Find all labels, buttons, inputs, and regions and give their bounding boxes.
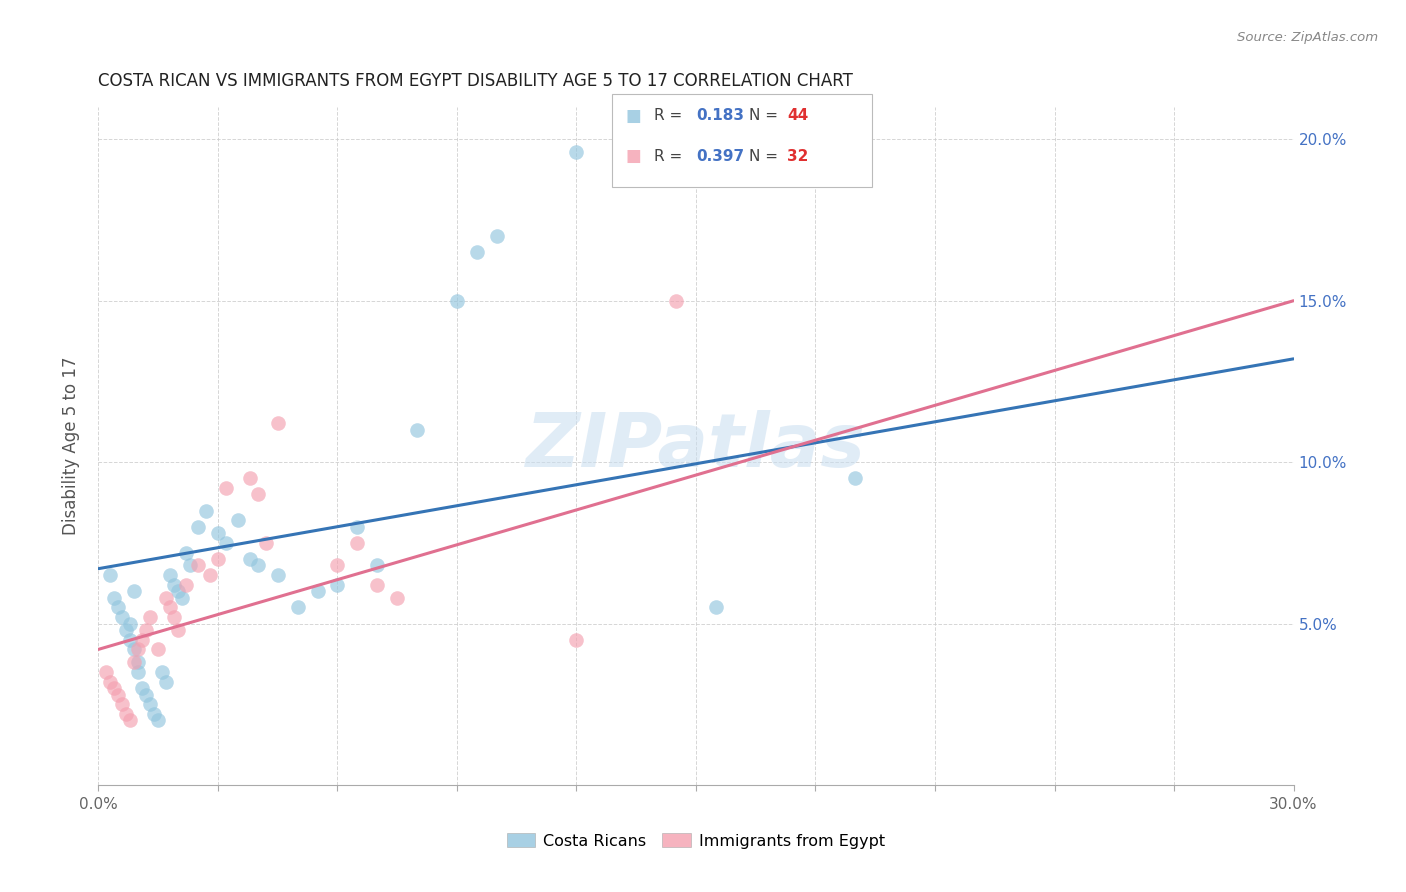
Point [207, 552, 229, 566]
Text: ■: ■ [626, 107, 641, 125]
Point [198, 568, 221, 582]
Point [287, 600, 309, 615]
Text: Source: ZipAtlas.com: Source: ZipAtlas.com [1237, 31, 1378, 45]
Point [111, 610, 134, 624]
Text: R =: R = [654, 149, 688, 163]
Point [565, 632, 588, 647]
Point [98, 674, 122, 689]
Point [103, 591, 125, 605]
Point [163, 578, 186, 592]
Point [485, 229, 508, 244]
Text: N =: N = [749, 149, 783, 163]
Point [844, 471, 866, 485]
Point [120, 714, 142, 728]
Point [226, 513, 249, 527]
Text: 44: 44 [787, 109, 808, 123]
Text: ■: ■ [626, 147, 641, 165]
Point [139, 698, 162, 712]
Point [127, 655, 149, 669]
Text: COSTA RICAN VS IMMIGRANTS FROM EGYPT DISABILITY AGE 5 TO 17 CORRELATION CHART: COSTA RICAN VS IMMIGRANTS FROM EGYPT DIS… [98, 72, 853, 90]
Point [366, 578, 388, 592]
Point [465, 245, 488, 260]
Point [346, 519, 368, 533]
Point [150, 665, 173, 679]
Point [195, 503, 218, 517]
Point [163, 610, 186, 624]
Point [120, 632, 142, 647]
Point [155, 674, 177, 689]
Legend: Costa Ricans, Immigrants from Egypt: Costa Ricans, Immigrants from Egypt [501, 827, 891, 855]
Text: 0.397: 0.397 [696, 149, 744, 163]
Point [159, 568, 181, 582]
Point [174, 578, 197, 592]
Point [172, 591, 194, 605]
Text: 32: 32 [787, 149, 808, 163]
Point [239, 471, 262, 485]
Point [127, 642, 149, 657]
Point [143, 706, 166, 721]
Text: ZIPatlas: ZIPatlas [526, 409, 866, 483]
Point [131, 681, 153, 695]
Point [167, 623, 190, 637]
Point [704, 600, 727, 615]
Point [326, 558, 349, 573]
Point [239, 552, 262, 566]
Text: R =: R = [654, 109, 688, 123]
Point [254, 536, 277, 550]
Point [665, 293, 688, 308]
Point [124, 584, 146, 599]
Point [346, 536, 368, 550]
Point [107, 688, 129, 702]
Point [307, 584, 329, 599]
Point [207, 526, 229, 541]
Point [107, 600, 129, 615]
Point [115, 706, 138, 721]
Point [139, 610, 162, 624]
Point [135, 623, 157, 637]
Text: 0.183: 0.183 [696, 109, 744, 123]
Point [446, 293, 468, 308]
Point [111, 698, 134, 712]
Point [267, 417, 290, 431]
Point [135, 688, 157, 702]
Point [103, 681, 125, 695]
Point [406, 423, 429, 437]
Point [246, 487, 269, 501]
Point [148, 642, 170, 657]
Point [215, 481, 238, 495]
Point [565, 145, 588, 160]
Point [187, 558, 209, 573]
Point [174, 545, 197, 559]
Point [155, 591, 177, 605]
Point [115, 623, 138, 637]
Point [246, 558, 269, 573]
Point [385, 591, 409, 605]
Point [131, 632, 153, 647]
Point [179, 558, 201, 573]
Point [120, 616, 142, 631]
Point [366, 558, 388, 573]
Point [159, 600, 181, 615]
Point [215, 536, 238, 550]
Point [267, 568, 290, 582]
Text: N =: N = [749, 109, 783, 123]
Point [98, 568, 122, 582]
Point [167, 584, 190, 599]
Point [127, 665, 149, 679]
Point [124, 655, 146, 669]
Point [96, 665, 118, 679]
Point [148, 714, 170, 728]
Point [187, 519, 209, 533]
Point [326, 578, 349, 592]
Point [124, 642, 146, 657]
Y-axis label: Disability Age 5 to 17: Disability Age 5 to 17 [62, 357, 80, 535]
